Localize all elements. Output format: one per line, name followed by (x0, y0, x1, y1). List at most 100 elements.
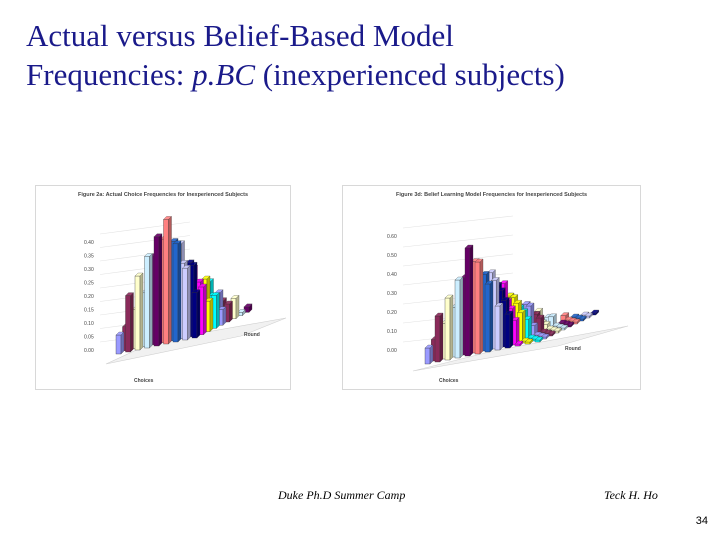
grid-line (402, 215, 514, 229)
bar-top (580, 311, 590, 316)
y-tick-label: 0.05 (84, 335, 94, 341)
bar-side (229, 300, 233, 323)
y-tick-label: 0.10 (387, 329, 397, 335)
bar-top (243, 303, 253, 308)
bar (134, 275, 141, 351)
bar (514, 343, 521, 347)
bar-top (509, 294, 519, 298)
bar-side (479, 258, 484, 355)
footer-event: Duke Ph.D Summer Camp (278, 488, 406, 502)
bar-top (510, 317, 520, 321)
bar-top (521, 301, 531, 305)
y-tick-label: 0.25 (84, 281, 94, 287)
slide-title: Actual versus Belief-Based Model Frequen… (26, 16, 706, 94)
figure-1-plot: 0.40 0.35 0.30 0.25 0.20 0.15 0.10 0.05 0.00 Cho… (84, 216, 287, 384)
figure-1-x-label: Choices (134, 378, 154, 384)
bar-side (187, 264, 191, 341)
bar-side (469, 244, 474, 357)
bar-top (524, 338, 534, 343)
bar-top (551, 322, 561, 327)
grid-line (99, 221, 191, 235)
bar-top (211, 292, 220, 296)
bar-top (497, 287, 506, 291)
bar-top (499, 280, 509, 284)
figure-1-title: Figure 2a: Actual Choice Frequencies for… (77, 192, 249, 198)
y-tick-label: 0.35 (84, 254, 94, 260)
bar-top (153, 233, 163, 237)
bar (163, 219, 169, 345)
bar-top (534, 336, 544, 341)
bar-top (523, 316, 532, 320)
bar (144, 256, 150, 349)
bar (444, 297, 451, 361)
bar-top (578, 315, 587, 320)
bar-top (230, 295, 240, 299)
bar-top (444, 294, 454, 299)
bar-top (504, 310, 514, 315)
bar-top (555, 323, 565, 328)
bar-top (513, 300, 522, 304)
bar-top (191, 289, 201, 293)
bar-top (568, 317, 577, 322)
bar-top (115, 331, 125, 336)
bar-top (533, 331, 542, 336)
bar-side (499, 302, 504, 351)
bar-top (198, 283, 207, 288)
bar-top (530, 335, 540, 340)
bar-side (209, 297, 214, 332)
bar-top (454, 276, 464, 281)
bar-side (216, 292, 220, 329)
grid-line (99, 235, 191, 248)
y-tick-label: 0.15 (84, 308, 94, 314)
bar-top (527, 334, 536, 339)
bar-side (139, 272, 144, 351)
title-line-1: Actual versus Belief-Based Model (26, 18, 454, 53)
bar-top (125, 292, 134, 296)
bar-top (237, 309, 246, 313)
bar-side (120, 331, 125, 355)
bar-top (520, 337, 530, 342)
bar-side (149, 253, 153, 349)
bar-top (561, 320, 571, 325)
bar-top (505, 292, 515, 297)
bar-side (439, 312, 444, 363)
bar (172, 243, 179, 343)
bar-top (584, 312, 593, 317)
bar (474, 261, 481, 355)
bar-top (517, 309, 526, 313)
bar-side (509, 310, 514, 349)
bar-top (163, 216, 172, 220)
figure-1-bars (105, 216, 287, 365)
bar-side (168, 216, 172, 345)
floor-plane (412, 325, 629, 372)
bar-top (169, 238, 179, 242)
bar-side (177, 240, 182, 343)
figure-2-x-label: Choices (439, 378, 459, 384)
bar-side (130, 292, 134, 353)
bar-top (484, 280, 494, 285)
bar (504, 313, 511, 349)
figure-2-plot: 0.60 0.50 0.40 0.30 0.20 0.10 0.00 Choices Rou… (387, 215, 629, 384)
y-tick-label: 0.30 (84, 267, 94, 273)
bar-top (424, 344, 434, 349)
bar-top (500, 297, 510, 301)
bar-side (158, 233, 163, 347)
title-line-2: Frequencies: p.BC (inexperienced subject… (26, 55, 706, 94)
bar (115, 334, 122, 355)
bar-top (559, 324, 569, 329)
bar-side (429, 344, 434, 365)
bar-top (494, 302, 504, 307)
bar-top (570, 313, 580, 318)
bar-top (553, 327, 562, 332)
y-tick-label: 0.40 (387, 272, 397, 278)
bar-top (217, 306, 227, 310)
bar (191, 292, 198, 339)
bar-top (535, 314, 545, 319)
bar-top (188, 262, 198, 266)
bar (153, 236, 160, 347)
bar-top (224, 300, 233, 305)
title-model: p.BC (192, 57, 256, 92)
figure-actual-frequencies: Figure 2a: Actual Choice Frequencies for… (35, 185, 291, 390)
bar (182, 268, 188, 341)
bar-side (203, 283, 207, 336)
